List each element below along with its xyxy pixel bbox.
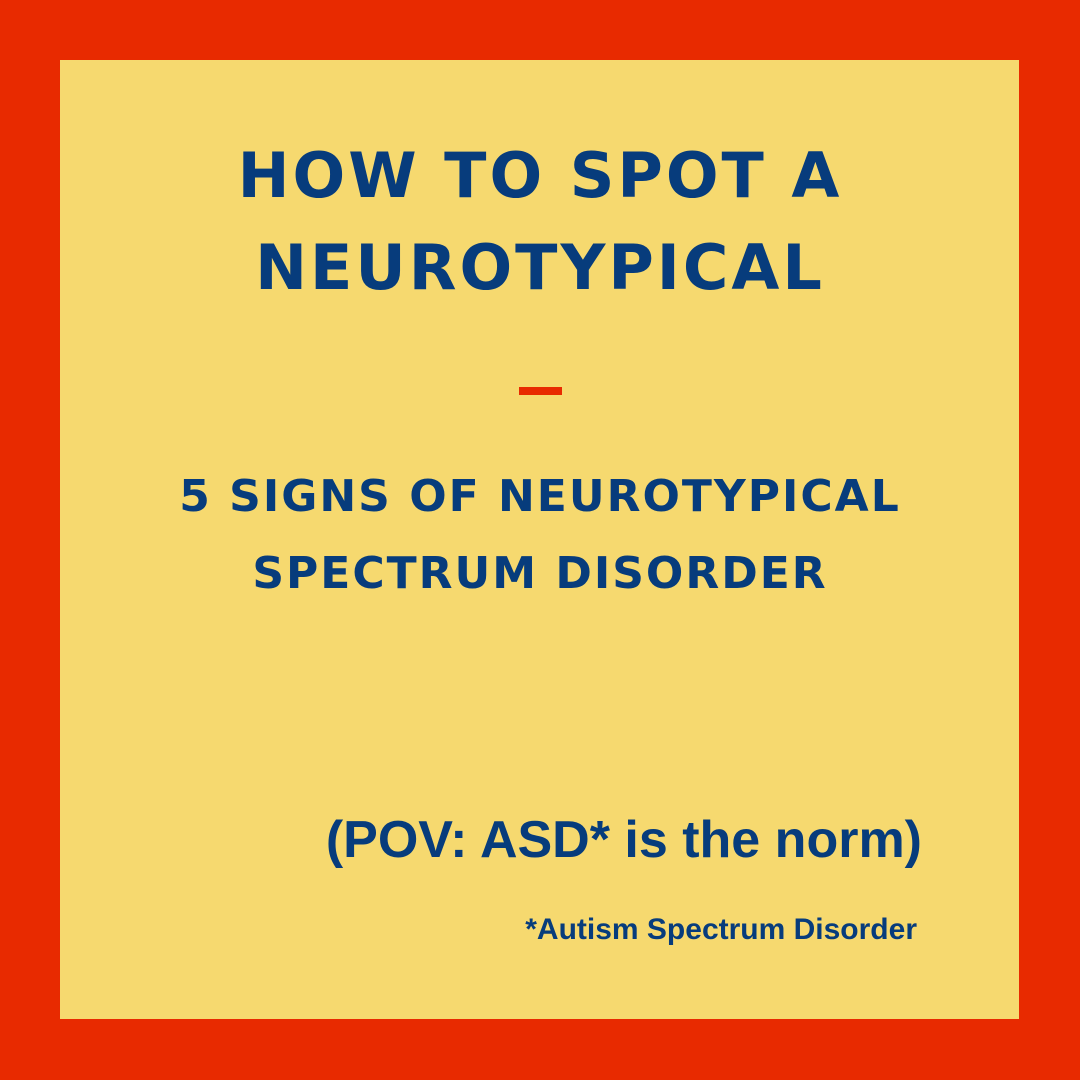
subtitle: 5 SIGNS OF NEUROTYPICAL SPECTRUM DISORDE…	[0, 458, 1080, 612]
title-line-2: NEUROTYPICAL	[255, 231, 825, 304]
yellow-panel	[60, 60, 1019, 1019]
subtitle-line-1: 5 SIGNS OF NEUROTYPICAL	[179, 471, 901, 522]
divider-dash	[519, 387, 562, 395]
pov-note: (POV: ASD* is the norm)	[325, 811, 922, 869]
footnote: *Autism Spectrum Disorder	[525, 913, 917, 946]
page-title: HOW TO SPOT A NEUROTYPICAL	[0, 130, 1080, 314]
subtitle-line-2: SPECTRUM DISORDER	[252, 548, 828, 599]
title-line-1: HOW TO SPOT A	[237, 139, 843, 212]
